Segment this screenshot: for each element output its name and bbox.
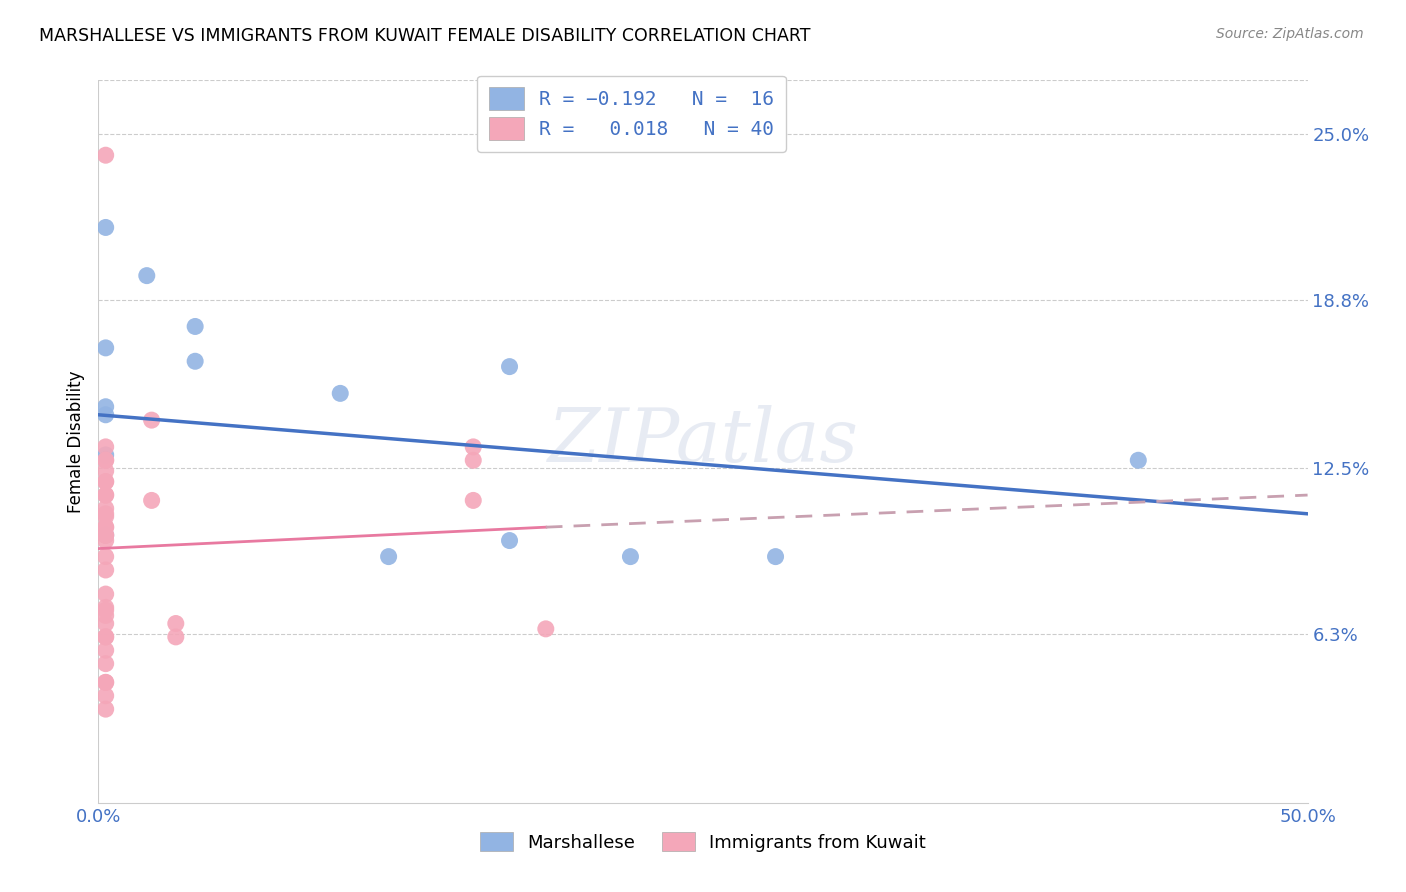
- Point: [94, 341, 117, 355]
- Point: [94, 528, 117, 542]
- Text: ZIPatlas: ZIPatlas: [547, 405, 859, 478]
- Point: [534, 622, 557, 636]
- Point: [94, 488, 117, 502]
- Point: [94, 148, 117, 162]
- Point: [94, 608, 117, 623]
- Point: [184, 319, 207, 334]
- Y-axis label: Female Disability: Female Disability: [66, 370, 84, 513]
- Point: [765, 549, 787, 564]
- Point: [94, 453, 117, 467]
- Point: [94, 528, 117, 542]
- Point: [1128, 453, 1150, 467]
- Point: [619, 549, 641, 564]
- Point: [94, 600, 117, 615]
- Point: [94, 587, 117, 601]
- Point: [184, 354, 207, 368]
- Point: [94, 675, 117, 690]
- Point: [94, 501, 117, 516]
- Legend: Marshallese, Immigrants from Kuwait: Marshallese, Immigrants from Kuwait: [472, 825, 934, 859]
- Point: [94, 448, 117, 462]
- Point: [94, 689, 117, 703]
- Point: [94, 453, 117, 467]
- Point: [94, 563, 117, 577]
- Point: [141, 493, 163, 508]
- Point: [94, 509, 117, 524]
- Point: [94, 520, 117, 534]
- Point: [94, 475, 117, 489]
- Point: [94, 220, 117, 235]
- Point: [165, 616, 187, 631]
- Point: [165, 630, 187, 644]
- Point: [94, 440, 117, 454]
- Point: [94, 657, 117, 671]
- Point: [94, 549, 117, 564]
- Point: [94, 400, 117, 414]
- Point: [94, 464, 117, 478]
- Point: [94, 408, 117, 422]
- Point: [135, 268, 157, 283]
- Point: [94, 603, 117, 617]
- Point: [498, 359, 520, 374]
- Point: [463, 493, 485, 508]
- Text: MARSHALLESE VS IMMIGRANTS FROM KUWAIT FEMALE DISABILITY CORRELATION CHART: MARSHALLESE VS IMMIGRANTS FROM KUWAIT FE…: [39, 27, 811, 45]
- Point: [94, 643, 117, 657]
- Point: [463, 440, 485, 454]
- Point: [94, 533, 117, 548]
- Point: [94, 488, 117, 502]
- Point: [94, 475, 117, 489]
- Point: [94, 616, 117, 631]
- Point: [498, 533, 520, 548]
- Point: [463, 453, 485, 467]
- Point: [94, 528, 117, 542]
- Point: [329, 386, 352, 401]
- Point: [94, 507, 117, 521]
- Text: Source: ZipAtlas.com: Source: ZipAtlas.com: [1216, 27, 1364, 41]
- Point: [94, 520, 117, 534]
- Point: [94, 702, 117, 716]
- Point: [94, 630, 117, 644]
- Point: [94, 675, 117, 690]
- Point: [377, 549, 399, 564]
- Point: [94, 630, 117, 644]
- Point: [141, 413, 163, 427]
